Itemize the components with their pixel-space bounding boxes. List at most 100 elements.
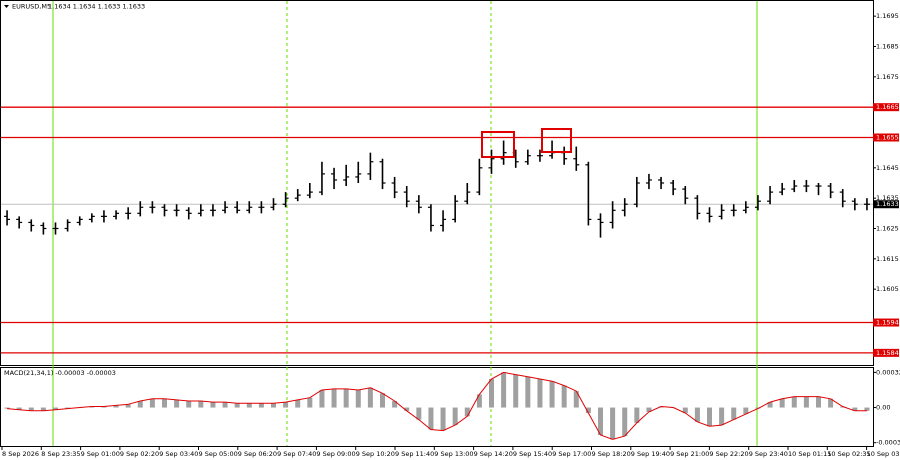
x-tick-label: 9 Sep 15:40 bbox=[513, 450, 552, 458]
price-panel-frame bbox=[0, 0, 874, 366]
macd-bar bbox=[428, 407, 434, 430]
macd-bar bbox=[271, 403, 276, 408]
x-tick-label: 10 Sep 03:55 bbox=[867, 450, 900, 458]
current-price-label: 1.1633 bbox=[876, 200, 899, 208]
macd-bar bbox=[501, 372, 507, 408]
macd-bar bbox=[440, 407, 446, 431]
macd-bar bbox=[682, 407, 688, 414]
x-tick-label: 9 Sep 17:00 bbox=[552, 450, 591, 458]
macd-bar bbox=[222, 402, 228, 408]
macd-bar bbox=[28, 407, 34, 411]
macd-bar bbox=[767, 402, 773, 408]
macd-bar bbox=[585, 407, 591, 414]
macd-bar bbox=[246, 403, 252, 408]
y-tick-label: 1.1645 bbox=[876, 164, 899, 172]
y-tick-label: 1.1615 bbox=[876, 255, 899, 263]
macd-bar bbox=[803, 396, 809, 408]
macd-bar bbox=[355, 389, 361, 408]
macd-bar bbox=[489, 378, 494, 408]
macd-bar bbox=[828, 398, 834, 408]
header-values: 1.1634 1.1634 1.1633 1.1633 bbox=[48, 3, 145, 11]
x-tick-label: 9 Sep 10:20 bbox=[356, 450, 395, 458]
level-label: 1.1665 bbox=[876, 103, 899, 111]
macd-bar bbox=[404, 407, 410, 411]
annotations bbox=[481, 128, 572, 158]
x-tick-label: 9 Sep 18:20 bbox=[592, 450, 631, 458]
level-label: 1.1655 bbox=[876, 134, 899, 142]
session-markers bbox=[52, 1, 758, 446]
x-tick-label: 10 Sep 01:15 bbox=[788, 450, 831, 458]
macd-bar bbox=[452, 407, 458, 426]
x-tick-label: 9 Sep 07:40 bbox=[277, 450, 316, 458]
macd-bar bbox=[343, 388, 349, 408]
macd-bar bbox=[416, 407, 422, 420]
macd-bar bbox=[610, 407, 616, 440]
current-price-bg bbox=[873, 200, 899, 209]
x-tick-label: 9 Sep 09:00 bbox=[316, 450, 355, 458]
macd-bar bbox=[537, 378, 543, 408]
x-tick-label: 9 Sep 03:40 bbox=[159, 450, 198, 458]
y-tick-label: 1.1695 bbox=[876, 12, 899, 20]
x-tick-label: 9 Sep 11:40 bbox=[395, 450, 434, 458]
macd-bar bbox=[307, 397, 313, 408]
x-tick-label: 9 Sep 06:20 bbox=[238, 450, 277, 458]
symbol-title: EURUSD,M5 bbox=[12, 3, 51, 11]
dropdown-icon[interactable] bbox=[4, 5, 9, 8]
level-label-bg bbox=[873, 318, 899, 327]
x-tick-label: 9 Sep 22:20 bbox=[709, 450, 748, 458]
macd-bar bbox=[598, 407, 603, 436]
macd-bar bbox=[137, 400, 143, 408]
macd-bar bbox=[380, 393, 385, 408]
x-tick-label: 9 Sep 21:00 bbox=[670, 450, 709, 458]
level-label: 1.1584 bbox=[876, 349, 899, 357]
macd-bar bbox=[331, 388, 337, 408]
highlight-box bbox=[541, 128, 572, 153]
x-tick-label: 9 Sep 01:00 bbox=[81, 450, 120, 458]
macd-bar bbox=[561, 385, 567, 408]
x-tick-label: 9 Sep 23:40 bbox=[749, 450, 788, 458]
level-label-bg bbox=[873, 103, 899, 112]
macd-bar bbox=[646, 407, 652, 412]
x-tick-label: 9 Sep 14:20 bbox=[474, 450, 513, 458]
macd-bar bbox=[464, 407, 470, 417]
level-label: 1.1594 bbox=[876, 319, 899, 327]
y-tick-label: 1.1635 bbox=[876, 194, 899, 202]
y-tick-label: 1.1605 bbox=[876, 285, 899, 293]
y-tick-label: 1.1675 bbox=[876, 73, 899, 81]
macd-bar bbox=[125, 404, 131, 408]
y-tick-label: 1.1685 bbox=[876, 43, 899, 51]
macd-bar bbox=[283, 402, 289, 408]
macd-bar bbox=[295, 399, 301, 408]
macd-bar bbox=[16, 407, 22, 410]
macd-bar bbox=[101, 406, 107, 408]
macd-bar bbox=[186, 400, 192, 408]
macd-bar bbox=[476, 394, 482, 408]
macd-bar bbox=[234, 403, 240, 408]
signal-line bbox=[7, 371, 867, 440]
macd-bar bbox=[113, 405, 119, 408]
macd-bar bbox=[367, 387, 373, 408]
macd-bar bbox=[319, 389, 325, 408]
macd-bar bbox=[4, 407, 10, 409]
x-tick-label: 9 Sep 02:20 bbox=[120, 450, 159, 458]
x-tick-label: 9 Sep 19:40 bbox=[631, 450, 670, 458]
x-tick-label: 8 Sep 2026 bbox=[2, 450, 39, 458]
macd-bar bbox=[634, 407, 640, 423]
macd-bar bbox=[791, 396, 797, 408]
level-label-bg bbox=[873, 348, 899, 357]
macd-bar bbox=[258, 403, 264, 408]
x-tick-label: 8 Sep 23:35 bbox=[41, 450, 80, 458]
macd-bar bbox=[549, 381, 555, 408]
y-tick-label: 0.00 bbox=[876, 404, 890, 412]
level-label-bg bbox=[873, 133, 899, 142]
macd-bar bbox=[174, 399, 180, 408]
macd-bar bbox=[852, 407, 858, 411]
macd-bar bbox=[162, 398, 167, 408]
x-tick-label: 9 Sep 05:00 bbox=[199, 450, 238, 458]
macd-bar bbox=[622, 407, 628, 437]
macd-bar bbox=[513, 374, 519, 408]
macd-bar bbox=[719, 407, 725, 426]
y-tick-label: -0.00032 bbox=[876, 439, 900, 447]
